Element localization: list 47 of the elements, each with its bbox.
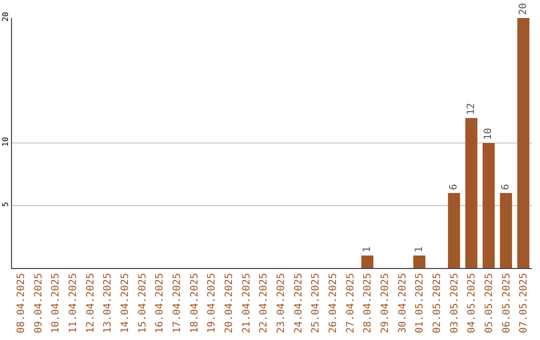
- y-tick-label: 5: [0, 202, 10, 207]
- x-tick-label: 02.05.2025: [432, 273, 443, 334]
- x-tick-label: 27.04.2025: [345, 273, 356, 334]
- y-tick-label: 20: [0, 12, 10, 22]
- x-tick-label: 13.04.2025: [102, 273, 114, 334]
- x-tick-label: 25.04.2025: [310, 273, 322, 334]
- x-tick-label: 08.04.2025: [16, 273, 27, 334]
- x-tick-label: 24.04.2025: [293, 273, 304, 334]
- x-tick-label: 01.05.2025: [414, 273, 426, 334]
- x-tick-label: 29.04.2025: [380, 273, 391, 334]
- x-tick-label: 21.04.2025: [241, 273, 252, 334]
- x-tick-label: 15.04.2025: [137, 273, 148, 334]
- x-tick-label: 23.04.2025: [276, 273, 287, 334]
- bar: [413, 256, 426, 268]
- data-label: 6: [448, 184, 460, 190]
- bar: [482, 143, 495, 268]
- x-tick-label: 11.04.2025: [68, 273, 79, 334]
- x-tick-label: 12.04.2025: [85, 273, 96, 334]
- y-tick-label: 10: [0, 136, 10, 147]
- data-label: 10: [483, 128, 494, 140]
- x-tick-label: 18.04.2025: [189, 273, 200, 334]
- bar: [517, 18, 530, 268]
- data-label: 6: [500, 184, 512, 190]
- x-tick-label: 09.04.2025: [33, 273, 44, 334]
- x-tick-label: 14.04.2025: [120, 273, 131, 334]
- data-label: 20: [518, 2, 529, 15]
- x-tick-label: 10.04.2025: [50, 273, 62, 334]
- x-tick-label: 16.04.2025: [154, 273, 166, 334]
- x-tick-label: 07.05.2025: [518, 273, 530, 334]
- x-tick-label: 30.04.2025: [397, 273, 408, 334]
- x-tick-label: 04.05.2025: [466, 273, 478, 334]
- data-label: 1: [362, 246, 373, 252]
- bar: [465, 118, 478, 268]
- bar: [361, 256, 374, 268]
- data-label: 12: [466, 102, 477, 115]
- bar: [448, 193, 460, 268]
- data-label: 1: [414, 246, 425, 252]
- bar: [500, 193, 512, 268]
- x-tick-label: 22.04.2025: [258, 273, 270, 334]
- x-tick-label: 06.05.2025: [501, 273, 512, 334]
- x-tick-label: 05.05.2025: [484, 273, 495, 334]
- x-tick-label: 20.04.2025: [224, 273, 235, 334]
- x-tick-label: 26.04.2025: [328, 273, 339, 334]
- x-tick-label: 28.04.2025: [362, 273, 374, 334]
- x-tick-label: 03.05.2025: [449, 273, 460, 334]
- x-tick-label: 19.04.2025: [206, 273, 218, 334]
- x-tick-label: 17.04.2025: [172, 273, 183, 334]
